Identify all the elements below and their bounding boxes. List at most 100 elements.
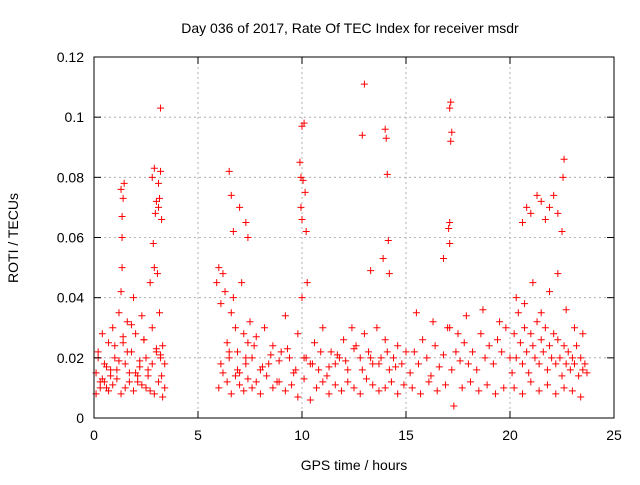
data-point — [117, 288, 125, 296]
data-point — [419, 336, 427, 344]
data-point — [227, 191, 235, 199]
data-point — [558, 372, 566, 380]
data-point — [537, 336, 545, 344]
y-tick-label: 0.1 — [65, 109, 85, 125]
data-point — [275, 378, 283, 386]
data-point — [546, 288, 554, 296]
data-point — [265, 360, 273, 368]
data-point — [150, 164, 158, 172]
data-point — [294, 393, 302, 401]
data-point — [518, 390, 526, 398]
data-point — [568, 387, 576, 395]
data-point — [458, 384, 466, 392]
data-point — [560, 384, 568, 392]
data-point — [566, 366, 574, 374]
data-point — [102, 363, 110, 371]
data-point — [447, 137, 455, 145]
data-point — [240, 387, 248, 395]
data-point — [234, 348, 242, 356]
data-point — [140, 336, 148, 344]
data-point — [246, 318, 254, 326]
data-point — [429, 318, 437, 326]
data-point — [105, 387, 113, 395]
data-point — [215, 264, 223, 272]
data-point — [546, 203, 554, 211]
data-point — [439, 255, 447, 263]
data-point — [125, 378, 133, 386]
data-point — [154, 179, 162, 187]
data-point — [367, 267, 375, 275]
data-point — [134, 378, 142, 386]
data-point — [369, 360, 377, 368]
data-point — [113, 366, 121, 374]
y-tick-label: 0.12 — [57, 49, 84, 65]
data-point — [558, 227, 566, 235]
y-axis-title: ROTI / TECUs — [5, 193, 21, 283]
data-point — [385, 270, 393, 278]
data-point — [98, 330, 106, 338]
data-point — [360, 80, 368, 88]
data-point — [234, 366, 242, 374]
data-point — [390, 354, 398, 362]
data-point — [118, 234, 126, 241]
data-point — [136, 363, 144, 371]
data-point — [227, 309, 235, 317]
data-point — [529, 279, 537, 287]
data-point — [548, 354, 556, 362]
data-point — [350, 384, 358, 392]
data-point — [529, 342, 537, 350]
data-point — [331, 360, 339, 368]
data-point — [158, 215, 166, 223]
data-point — [358, 131, 366, 139]
data-point — [387, 378, 395, 386]
data-point — [331, 381, 339, 389]
data-point — [213, 279, 221, 287]
data-point — [466, 378, 474, 386]
x-tick-label: 15 — [398, 427, 414, 443]
data-point — [514, 309, 522, 317]
data-point — [156, 194, 164, 202]
data-point — [521, 300, 529, 308]
data-point — [150, 390, 158, 398]
data-point — [473, 366, 481, 374]
data-point — [579, 330, 587, 338]
data-point — [299, 176, 307, 184]
data-point — [500, 384, 508, 392]
y-tick-label: 0.08 — [57, 169, 84, 185]
data-point — [148, 173, 156, 181]
data-point — [435, 363, 443, 371]
data-point — [125, 369, 133, 377]
data-point — [475, 387, 483, 395]
data-point — [325, 363, 333, 371]
data-point — [533, 191, 541, 199]
data-point — [381, 384, 389, 392]
data-point — [152, 197, 160, 205]
data-point — [521, 324, 529, 332]
data-point — [105, 339, 113, 347]
data-point — [119, 339, 127, 347]
data-point — [425, 378, 433, 386]
data-point — [269, 342, 277, 350]
data-point — [483, 381, 491, 389]
data-point — [583, 369, 591, 377]
data-point — [469, 348, 477, 356]
data-point — [231, 324, 239, 332]
data-point — [454, 330, 462, 338]
data-point — [261, 324, 269, 332]
data-point — [546, 342, 554, 350]
data-point — [577, 393, 585, 401]
data-point — [539, 348, 547, 356]
x-tick-label: 0 — [90, 427, 98, 443]
data-point — [518, 218, 526, 226]
data-point — [153, 270, 161, 278]
data-point — [556, 354, 564, 362]
data-point — [481, 354, 489, 362]
data-point — [132, 369, 140, 377]
data-point — [398, 360, 406, 368]
data-point — [554, 209, 562, 217]
data-point — [369, 381, 377, 389]
data-point — [142, 354, 150, 362]
data-point — [523, 348, 531, 356]
data-point — [248, 354, 256, 362]
